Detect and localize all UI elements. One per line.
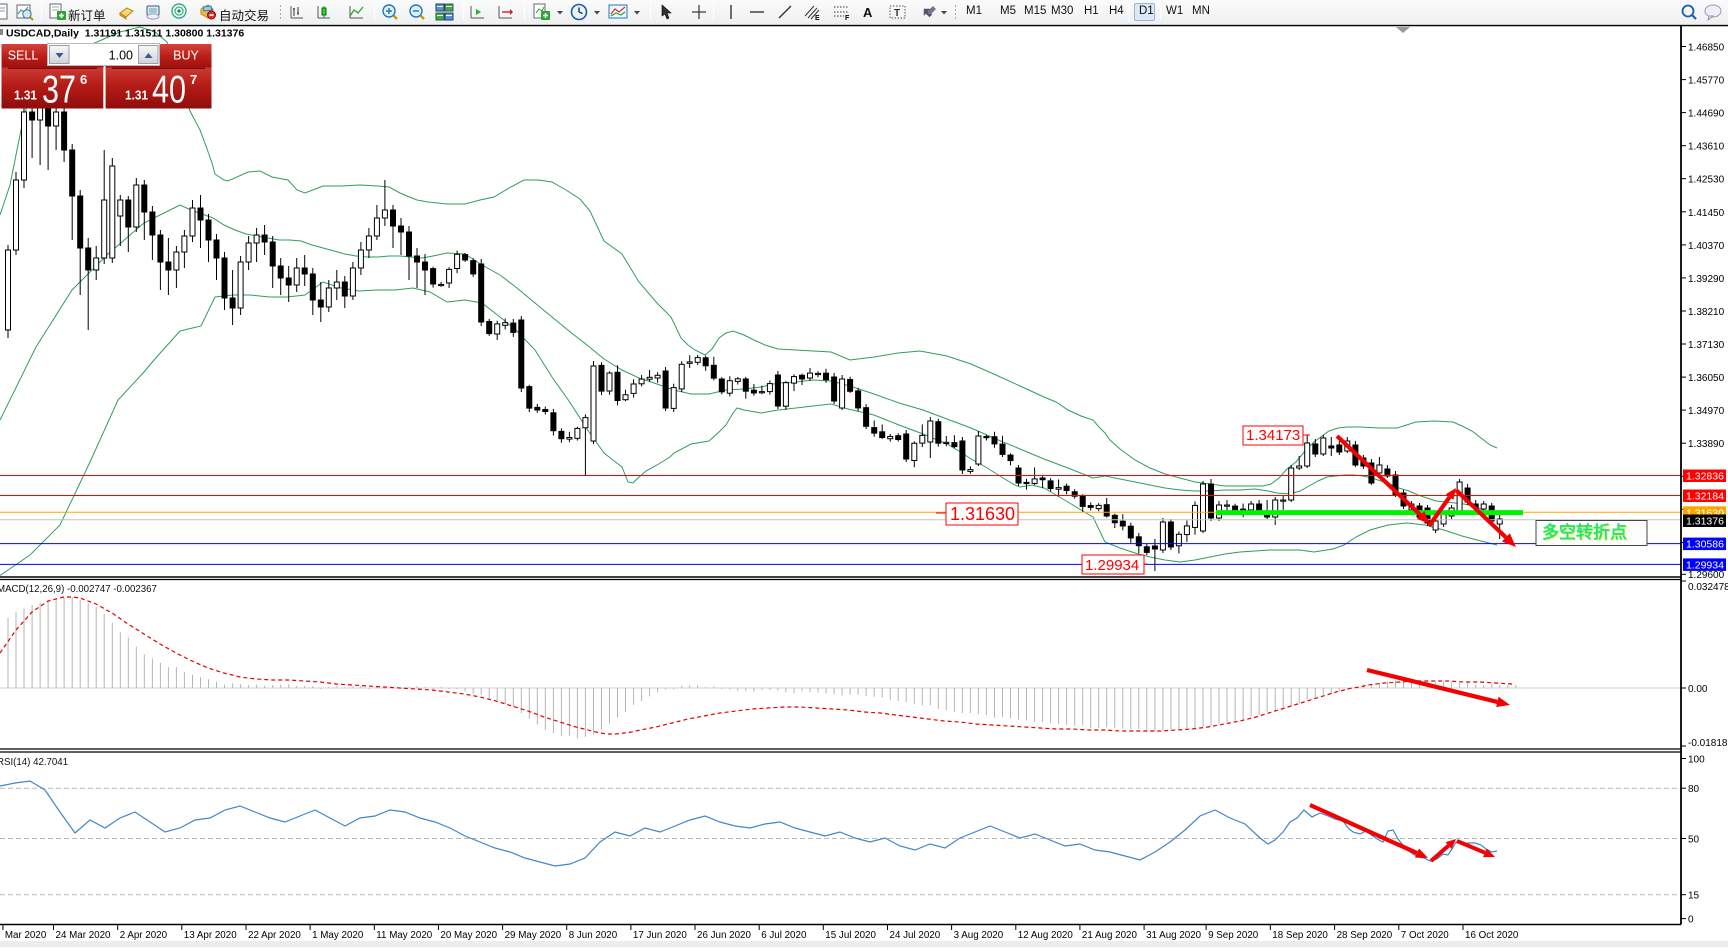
svg-text:11 May 2020: 11 May 2020	[376, 930, 432, 941]
svg-text:1.29600: 1.29600	[1688, 570, 1725, 581]
svg-text:1.29934: 1.29934	[1686, 559, 1724, 571]
svg-text:1.41450: 1.41450	[1688, 208, 1725, 219]
svg-text:多空转折点: 多空转折点	[1543, 523, 1628, 543]
svg-text:6: 6	[80, 72, 87, 87]
svg-text:7: 7	[190, 72, 197, 87]
svg-text:1.32184: 1.32184	[1686, 491, 1724, 503]
svg-text:6 Jul 2020: 6 Jul 2020	[761, 930, 807, 941]
svg-text:1.37130: 1.37130	[1688, 340, 1725, 351]
svg-text:SELL: SELL	[8, 49, 39, 63]
svg-text:Mar 2020: Mar 2020	[5, 930, 47, 941]
svg-text:E: E	[815, 15, 820, 21]
svg-text:24 Mar 2020: 24 Mar 2020	[56, 930, 112, 941]
svg-text:F: F	[845, 15, 850, 21]
svg-text:18 Sep 2020: 18 Sep 2020	[1272, 930, 1328, 941]
svg-text:1.44690: 1.44690	[1688, 109, 1725, 120]
svg-text:31 Aug 2020: 31 Aug 2020	[1146, 930, 1202, 941]
svg-text:16 Oct 2020: 16 Oct 2020	[1465, 930, 1519, 941]
svg-text:1.30586: 1.30586	[1686, 539, 1724, 551]
svg-text:80: 80	[1688, 784, 1700, 795]
svg-text:T: T	[894, 8, 900, 19]
svg-text:0.032478: 0.032478	[1688, 582, 1728, 593]
svg-text:1.38210: 1.38210	[1688, 307, 1725, 318]
svg-text:40: 40	[152, 69, 186, 112]
svg-text:1.31: 1.31	[14, 88, 37, 103]
svg-text:28 Sep 2020: 28 Sep 2020	[1337, 930, 1393, 941]
svg-text:50: 50	[1688, 835, 1700, 846]
svg-text:12 Aug 2020: 12 Aug 2020	[1018, 930, 1074, 941]
svg-text:RSI(14) 42.7041: RSI(14) 42.7041	[0, 757, 68, 768]
svg-text:BUY: BUY	[173, 49, 199, 63]
svg-text:37: 37	[42, 69, 76, 112]
svg-text:7 Oct 2020: 7 Oct 2020	[1401, 930, 1449, 941]
svg-text:1.42530: 1.42530	[1688, 175, 1725, 186]
svg-text:1.34173: 1.34173	[1246, 427, 1300, 444]
svg-text:29 May 2020: 29 May 2020	[505, 930, 562, 941]
svg-text:22 Apr 2020: 22 Apr 2020	[248, 930, 301, 941]
svg-text:1.40370: 1.40370	[1688, 241, 1725, 252]
svg-text:0: 0	[1688, 915, 1694, 926]
svg-text:24 Jul 2020: 24 Jul 2020	[890, 930, 941, 941]
svg-text:MACD(12,26,9) -0.002747 -0.002: MACD(12,26,9) -0.002747 -0.002367	[0, 584, 157, 595]
svg-text:0.00: 0.00	[1688, 684, 1708, 695]
svg-text:20 May 2020: 20 May 2020	[440, 930, 497, 941]
svg-text:1.29934: 1.29934	[1085, 557, 1139, 574]
svg-text:1 May 2020: 1 May 2020	[312, 930, 364, 941]
svg-text:1.39290: 1.39290	[1688, 274, 1725, 285]
svg-text:9 Sep 2020: 9 Sep 2020	[1208, 930, 1259, 941]
svg-text:13 Apr 2020: 13 Apr 2020	[184, 930, 237, 941]
svg-text:26 Jun 2020: 26 Jun 2020	[697, 930, 751, 941]
svg-text:1.34970: 1.34970	[1688, 406, 1725, 417]
svg-text:1.45770: 1.45770	[1688, 76, 1725, 87]
svg-text:15 Jul 2020: 15 Jul 2020	[825, 930, 876, 941]
svg-text:1.31630: 1.31630	[950, 504, 1015, 524]
svg-text:1.31: 1.31	[125, 88, 148, 103]
svg-text:USDCAD,Daily 1.31191 1.31511: USDCAD,Daily 1.31191 1.31511 1.30800 1.3…	[6, 28, 244, 40]
svg-text:1.32836: 1.32836	[1686, 471, 1724, 483]
svg-text:多空转折点: 多空转折点	[1542, 522, 1627, 542]
svg-text:1.33890: 1.33890	[1688, 439, 1725, 450]
svg-text:15: 15	[1688, 891, 1700, 902]
svg-text:1.46850: 1.46850	[1688, 43, 1725, 54]
svg-text:100: 100	[1688, 755, 1705, 766]
svg-text:2 Apr 2020: 2 Apr 2020	[120, 930, 168, 941]
svg-text:21 Aug 2020: 21 Aug 2020	[1082, 930, 1138, 941]
svg-text:-0.018182: -0.018182	[1688, 738, 1728, 749]
svg-text:3 Aug 2020: 3 Aug 2020	[954, 930, 1004, 941]
svg-text:1.00: 1.00	[109, 49, 133, 63]
svg-text:1.36050: 1.36050	[1688, 373, 1725, 384]
svg-text:1.31376: 1.31376	[1686, 516, 1724, 528]
svg-text:17 Jun 2020: 17 Jun 2020	[633, 930, 687, 941]
svg-text:8 Jun 2020: 8 Jun 2020	[569, 930, 618, 941]
svg-text:1.43610: 1.43610	[1688, 142, 1725, 153]
